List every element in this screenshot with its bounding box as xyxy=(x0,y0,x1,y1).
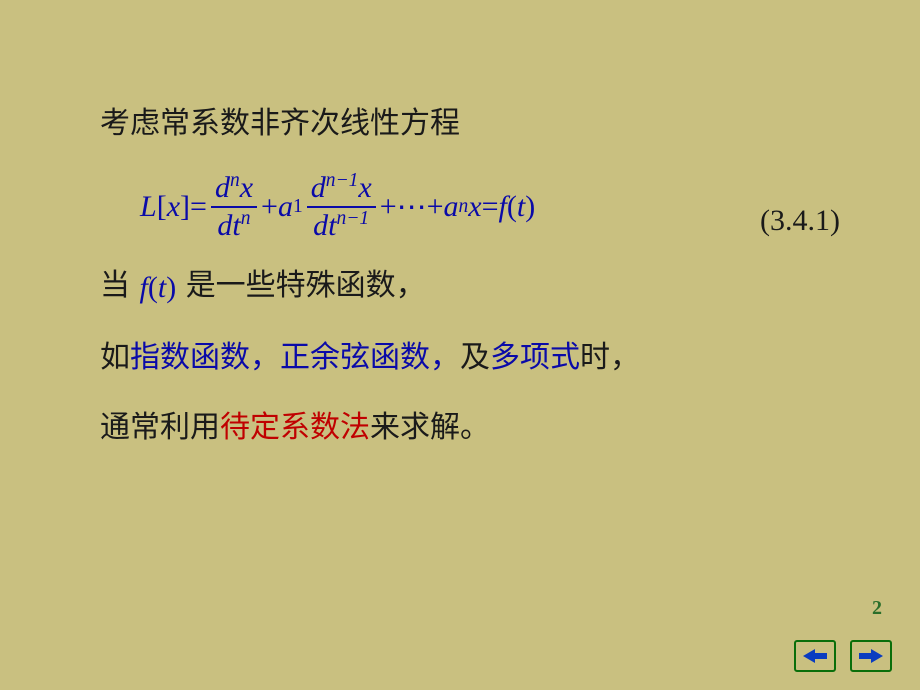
line3-post: 是一些特殊函数， xyxy=(186,269,426,302)
eq-bracket-open: [ xyxy=(157,190,167,224)
eq-plus-2: + xyxy=(380,190,397,224)
eq-t: t xyxy=(517,190,525,224)
line-ft: 当 f(t) 是一些特殊函数， xyxy=(100,262,840,312)
eq-equals-1: = xyxy=(190,190,207,224)
next-icon xyxy=(859,646,883,666)
prev-button[interactable] xyxy=(794,640,836,672)
eq-f1-d: d xyxy=(215,171,230,204)
eq-plus-3: + xyxy=(427,190,444,224)
prev-icon xyxy=(803,646,827,666)
eq-plus-1: + xyxy=(261,190,278,224)
l5c: 来求解。 xyxy=(370,411,490,444)
eq-f: f xyxy=(499,190,507,224)
eq-frac-2: dn−1x dtn−1 xyxy=(307,170,376,244)
ft-pc: ) xyxy=(166,271,176,304)
ft-t: t xyxy=(158,271,166,304)
equation-row: L [ x ] = dnx dtn + a1 dn−1x xyxy=(140,170,840,244)
eq-f2-dd: d xyxy=(313,209,328,242)
line-method: 通常利用待定系数法来求解。 xyxy=(100,404,840,452)
ft-f: f xyxy=(140,271,148,304)
eq-f2-d: d xyxy=(311,171,326,204)
main-equation: L [ x ] = dnx dtn + a1 dn−1x xyxy=(140,170,535,244)
eq-f1-dexp: n xyxy=(241,208,251,229)
eq-paren-close: ) xyxy=(525,190,535,224)
eq-f2-exp: n−1 xyxy=(326,170,359,191)
eq-f1-t: t xyxy=(232,209,240,242)
l4d: 多项式 xyxy=(490,341,580,374)
page-number: 2 xyxy=(872,597,882,620)
eq-f2-t: t xyxy=(328,209,336,242)
eq-bracket-close: ] xyxy=(180,190,190,224)
eq-paren-open: ( xyxy=(507,190,517,224)
eq-xn: x xyxy=(468,190,481,224)
l4b: 指数函数，正余弦函数， xyxy=(130,341,460,374)
ft-po: ( xyxy=(148,271,158,304)
eq-frac2-num: dn−1x xyxy=(307,170,376,206)
eq-f2-x: x xyxy=(358,171,371,204)
l5a: 通常利用 xyxy=(100,411,220,444)
eq-f1-exp: n xyxy=(230,170,240,191)
eq-frac1-den: dtn xyxy=(213,208,254,244)
eq-f1-x: x xyxy=(240,171,253,204)
eq-frac1-num: dnx xyxy=(211,170,257,206)
l5b: 待定系数法 xyxy=(220,411,370,444)
eq-dots: ⋯ xyxy=(397,190,427,225)
eq-a1: a xyxy=(278,190,293,224)
line3-pre: 当 xyxy=(100,269,130,302)
eq-f1-dd: d xyxy=(217,209,232,242)
inline-ft: f(t) xyxy=(138,264,179,312)
l4a: 如 xyxy=(100,341,130,374)
eq-frac2-den: dtn−1 xyxy=(309,208,373,244)
line-types: 如指数函数，正余弦函数，及多项式时， xyxy=(100,334,840,382)
eq-equals-2: = xyxy=(482,190,499,224)
nav-controls xyxy=(794,640,892,672)
intro-line: 考虑常系数非齐次线性方程 xyxy=(100,100,840,148)
eq-frac-1: dnx dtn xyxy=(211,170,257,244)
eq-L: L xyxy=(140,190,157,224)
l4c: 及 xyxy=(460,341,490,374)
eq-an: a xyxy=(444,190,459,224)
eq-f2-dexp: n−1 xyxy=(337,208,370,229)
next-button[interactable] xyxy=(850,640,892,672)
equation-label: (3.4.1) xyxy=(760,204,840,244)
slide: 考虑常系数非齐次线性方程 L [ x ] = dnx dtn + a1 d xyxy=(0,0,920,690)
eq-x: x xyxy=(167,190,180,224)
l4e: 时， xyxy=(580,341,640,374)
